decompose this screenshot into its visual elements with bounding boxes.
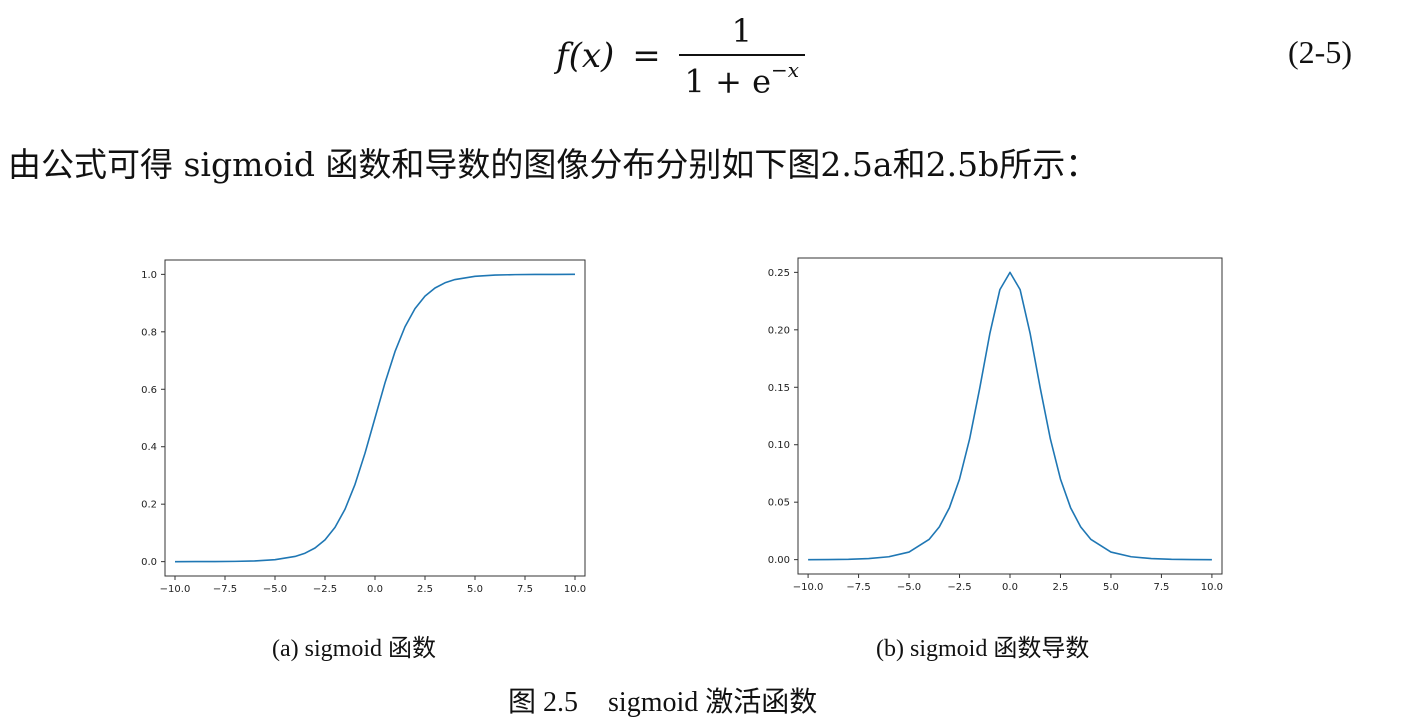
x-tick-label: 5.0 xyxy=(467,584,483,595)
formula-equals: = xyxy=(632,36,661,76)
y-tick-label: 0.25 xyxy=(768,268,790,279)
denominator-exponent: −x xyxy=(771,57,800,82)
y-tick-label: 0.20 xyxy=(768,325,790,336)
x-tick-label: 7.5 xyxy=(1153,582,1169,593)
fraction-bar xyxy=(678,53,805,56)
series-line-b xyxy=(808,271,1212,561)
figure-number: 图 2.5 xyxy=(508,687,579,718)
subfigure-caption-b: (b) sigmoid 函数导数 xyxy=(876,636,1090,662)
series-line-a xyxy=(174,273,576,563)
x-tick-label: −10.0 xyxy=(793,582,824,593)
y-tick-label: 0.6 xyxy=(141,385,157,396)
x-tick-label: 10.0 xyxy=(1201,582,1223,593)
equation-number: (2-5) xyxy=(1288,34,1352,70)
y-tick-label: 0.00 xyxy=(768,555,790,566)
y-tick-label: 0.05 xyxy=(768,498,790,509)
formula-fraction: 1 1 + e−x xyxy=(678,11,805,101)
body-paragraph: 由公式可得 sigmoid 函数和导数的图像分布分别如下图2.5a和2.5b所示… xyxy=(8,145,1099,184)
plot-a: −10.0 −7.5 −5.0 −2.5 0.0 2.5 5.0 7.5 10.0 0.0 0.2 0… xyxy=(141,259,586,595)
y-tick-label: 0.8 xyxy=(141,327,157,338)
x-tick-label: 7.5 xyxy=(517,584,533,595)
x-tick-label: −7.5 xyxy=(846,582,870,593)
denominator-base: 1 + e xyxy=(684,62,771,101)
y-tick-label: 0.4 xyxy=(141,442,157,453)
subfigure-caption-a: (a) sigmoid 函数 xyxy=(272,636,436,662)
y-tick-label: 0.10 xyxy=(768,440,790,451)
y-tick-label: 0.0 xyxy=(141,557,157,568)
sigmoid-formula: f(x) = 1 1 + e−x xyxy=(556,10,805,102)
formula-denominator: 1 + e−x xyxy=(685,56,800,101)
x-tick-label: −2.5 xyxy=(313,584,337,595)
figure-caption-text: sigmoid 激活函数 xyxy=(608,687,818,718)
y-tick-label: 0.15 xyxy=(768,383,790,394)
y-tick-label: 0.2 xyxy=(141,500,157,511)
x-tick-label: −10.0 xyxy=(160,584,191,595)
x-tick-label: −7.5 xyxy=(213,584,237,595)
x-tick-label: 2.5 xyxy=(417,584,433,595)
x-tick-label: 2.5 xyxy=(1053,582,1069,593)
plot-b: −10.0 −7.5 −5.0 −2.5 0.0 2.5 5.0 7.5 10.0 0.00 0.0… xyxy=(768,257,1223,593)
x-tick-label: −2.5 xyxy=(947,582,971,593)
x-tick-label: −5.0 xyxy=(263,584,287,595)
x-tick-label: 10.0 xyxy=(564,584,586,595)
formula-numerator: 1 xyxy=(731,11,752,50)
y-tick-label: 1.0 xyxy=(141,270,157,281)
x-tick-label: 0.0 xyxy=(1002,582,1018,593)
x-tick-label: 0.0 xyxy=(367,584,383,595)
formula-lhs: f(x) xyxy=(556,36,615,76)
x-tick-label: −5.0 xyxy=(897,582,921,593)
plot-b-frame xyxy=(797,257,1223,575)
x-tick-label: 5.0 xyxy=(1103,582,1119,593)
figure-caption: 图 2.5 sigmoid 激活函数 xyxy=(508,680,817,720)
